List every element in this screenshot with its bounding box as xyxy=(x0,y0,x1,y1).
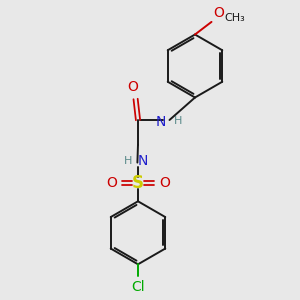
Text: H: H xyxy=(124,156,132,166)
Text: CH₃: CH₃ xyxy=(224,13,245,23)
Text: H: H xyxy=(174,116,183,127)
Text: O: O xyxy=(159,176,170,190)
Text: O: O xyxy=(213,6,224,20)
Text: O: O xyxy=(127,80,138,94)
Text: N: N xyxy=(138,154,148,168)
Text: Cl: Cl xyxy=(131,280,145,294)
Text: O: O xyxy=(106,176,117,190)
Text: S: S xyxy=(132,174,144,192)
Text: N: N xyxy=(155,115,166,128)
